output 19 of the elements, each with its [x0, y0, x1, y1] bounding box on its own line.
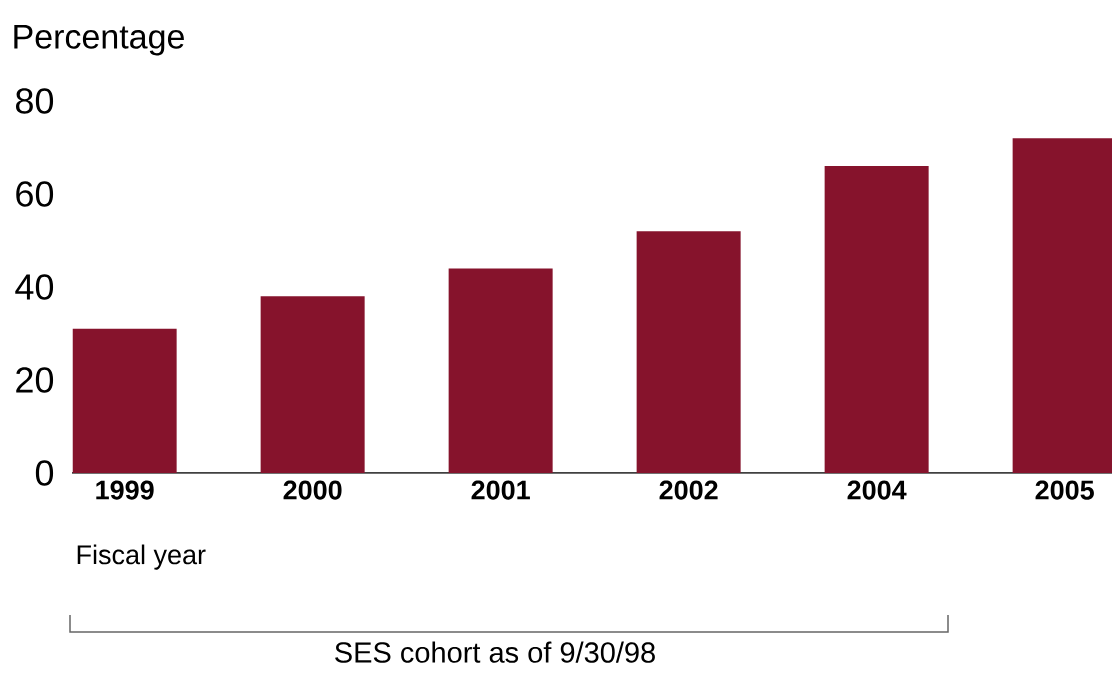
y-tick-label: 20	[16, 367, 54, 393]
x-axis-title: Fiscal year	[77, 544, 206, 570]
bar	[72, 328, 177, 473]
x-tick-label: 2000	[283, 480, 342, 500]
text: SES cohort as of 9/30/98	[335, 641, 655, 663]
x-tick-label: 2002	[659, 480, 718, 500]
y-tick-label: 0	[35, 460, 54, 486]
bar	[448, 268, 553, 473]
bar	[260, 296, 365, 473]
y-tick-label: 40	[15, 274, 54, 300]
bar	[636, 231, 741, 473]
bar	[824, 166, 929, 473]
y-tick-label: 60	[16, 181, 54, 207]
y-tick-label: 80	[16, 88, 54, 114]
y-axis-title: Percentage	[14, 25, 184, 56]
x-tick-label: 1999	[96, 480, 154, 500]
x-tick-label: 2005	[1035, 480, 1094, 500]
x-tick-label: 2001	[471, 480, 530, 500]
x-tick-label: 2004	[847, 480, 907, 500]
